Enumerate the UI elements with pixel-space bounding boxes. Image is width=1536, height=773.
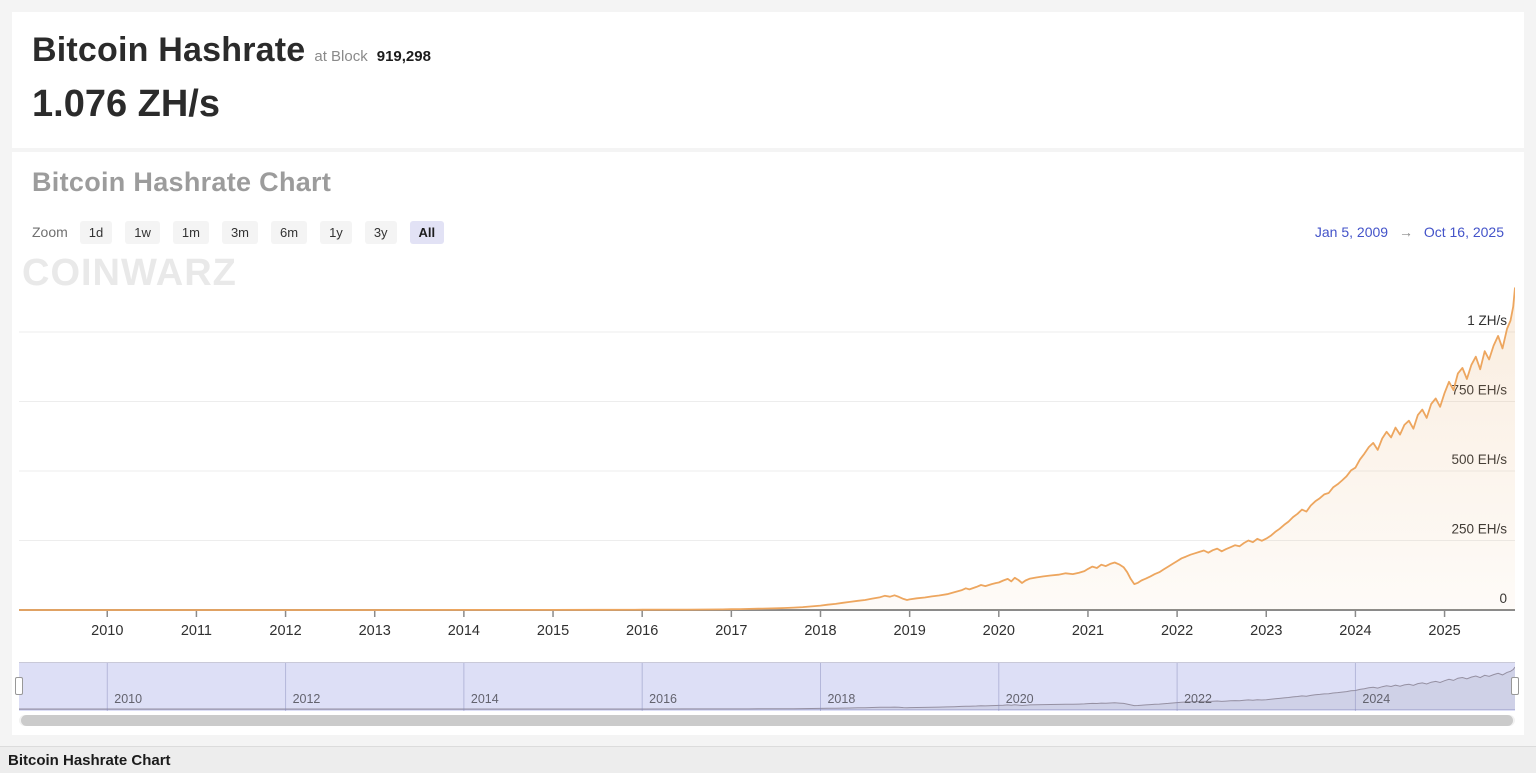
title-row: Bitcoin Hashrate at Block 919,298 [32, 30, 1504, 70]
zoom-button-1w[interactable]: 1w [125, 220, 160, 244]
zoom-button-6m[interactable]: 6m [271, 220, 308, 244]
zoom-button-1y[interactable]: 1y [320, 220, 352, 244]
zoom-button-all[interactable]: All [409, 220, 445, 244]
x-axis-label: 2015 [537, 623, 569, 639]
zoom-button-1m[interactable]: 1m [172, 220, 209, 244]
x-axis-label: 2014 [448, 623, 480, 639]
page: Bitcoin Hashrate at Block 919,298 1.076 … [0, 12, 1536, 773]
main-chart-svg: 1 ZH/s750 EH/s500 EH/s250 EH/s0201020112… [19, 287, 1515, 639]
x-axis-label: 2013 [359, 623, 391, 639]
arrow-right-icon: → [1398, 224, 1413, 240]
block-number: 919,298 [376, 48, 431, 65]
nav-series-area [19, 667, 1515, 709]
zoom-button-1d[interactable]: 1d [79, 220, 113, 244]
y-axis-label: 1 ZH/s [1467, 313, 1507, 328]
header-card: Bitcoin Hashrate at Block 919,298 1.076 … [12, 12, 1524, 148]
nav-year-label: 2020 [1006, 692, 1034, 706]
series-line [19, 287, 1515, 611]
nav-year-label: 2010 [114, 692, 142, 706]
x-axis-label: 2019 [894, 623, 926, 639]
main-chart-area[interactable]: CoinWarz 1 ZH/s750 EH/s500 EH/s250 EH/s0… [19, 252, 1515, 650]
navigator[interactable]: 2010 2012 2014 2016 2018 2020 2022 2024 [15, 662, 1519, 711]
x-axis-label: 2011 [181, 623, 212, 639]
x-axis-label: 2022 [1161, 623, 1193, 639]
x-axis-label: 2024 [1339, 623, 1371, 639]
zoom-label: Zoom [32, 224, 68, 240]
nav-year-label: 2014 [471, 692, 499, 706]
x-axis-label: 2012 [269, 623, 301, 639]
bottom-bar: Bitcoin Hashrate Chart [0, 746, 1536, 773]
x-axis-label: 2010 [91, 623, 123, 639]
footer-caption: Bitcoin Hashrate Chart [8, 751, 171, 769]
nav-selected-mask[interactable] [19, 663, 1515, 711]
current-hashrate-value: 1.076 ZH/s [32, 83, 220, 125]
date-range: Jan 5, 2009 → Oct 16, 2025 [1315, 224, 1504, 240]
nav-year-label: 2016 [649, 692, 677, 706]
coinwarz-watermark: CoinWarz [22, 252, 237, 294]
nav-series-line [19, 666, 1516, 710]
chart-title: Bitcoin Hashrate Chart [32, 167, 332, 197]
x-axis-label: 2016 [626, 623, 658, 639]
block-label: at Block [314, 48, 368, 65]
zoom-buttons: 1d 1w 1m 3m 6m 1y 3y All [79, 220, 445, 244]
x-axis-label: 2020 [983, 623, 1015, 639]
navigator-svg: 2010 2012 2014 2016 2018 2020 2022 2024 [19, 663, 1516, 711]
x-axis-label: 2017 [715, 623, 747, 639]
series-area [19, 287, 1515, 610]
zoom-button-3m[interactable]: 3m [221, 220, 259, 244]
chart-toolbar: Zoom 1d 1w 1m 3m 6m 1y 3y All Jan 5, 2009 → Oct… [32, 220, 1504, 244]
x-axis-label: 2021 [1072, 623, 1104, 639]
nav-year-label: 2012 [293, 692, 321, 706]
range-end-input[interactable]: Oct 16, 2025 [1423, 224, 1504, 240]
x-axis-label: 2023 [1250, 623, 1282, 639]
x-axis-label: 2018 [804, 623, 836, 639]
chart-card: Bitcoin Hashrate Chart Zoom 1d 1w 1m 3m 6m 1y… [12, 152, 1524, 735]
scrollbar-track[interactable] [19, 715, 1515, 726]
page-title: Bitcoin Hashrate [32, 31, 306, 69]
range-start-input[interactable]: Jan 5, 2009 [1314, 224, 1389, 240]
nav-year-label: 2024 [1362, 692, 1390, 706]
navigator-handle-right[interactable] [1511, 677, 1519, 695]
zoom-button-3y[interactable]: 3y [364, 220, 397, 244]
nav-year-label: 2022 [1184, 692, 1212, 706]
x-axis-label: 2025 [1428, 623, 1460, 639]
navigator-handle-left[interactable] [15, 677, 23, 695]
scrollbar-thumb[interactable] [21, 715, 1513, 726]
nav-year-label: 2018 [827, 692, 855, 706]
